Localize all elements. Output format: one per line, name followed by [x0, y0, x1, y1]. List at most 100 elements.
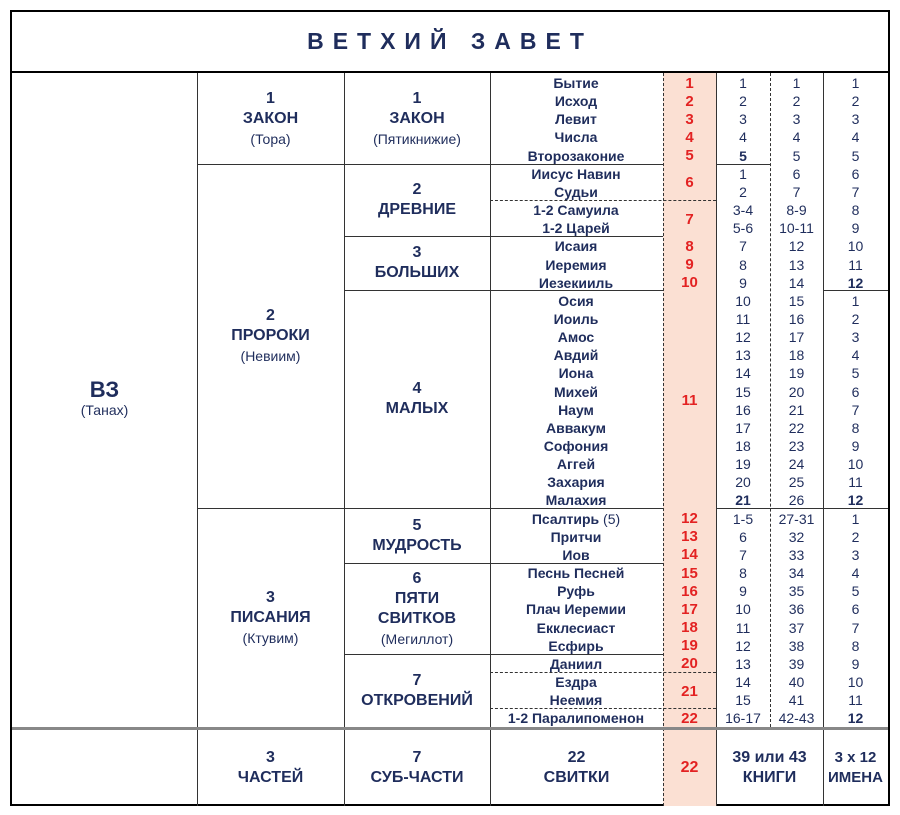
book-number-c3: 10 — [847, 673, 864, 690]
scroll-number: 4 — [685, 129, 694, 146]
book-number-c1: 9 — [739, 274, 747, 291]
scroll-number: 20 — [681, 655, 698, 673]
book-number-c3: 9 — [851, 220, 860, 237]
book-number-c3: 3 — [851, 111, 860, 128]
book-name: 1-2 Царей — [490, 219, 662, 237]
scroll-number: 3 — [685, 110, 694, 128]
column-divider — [490, 73, 491, 806]
book-number-c1: 8 — [739, 565, 747, 582]
book-name: Исход — [490, 92, 662, 110]
book-name-extra: (5) — [603, 510, 621, 527]
book-number-c1: 1-5 — [732, 510, 754, 527]
scroll-column-highlight — [663, 73, 716, 806]
subpart-cell: 4 МАЛЫХ — [344, 290, 490, 508]
book-number-c3: 5 — [851, 365, 860, 382]
scroll-number: 13 — [681, 528, 698, 546]
book-number-c2: 24 — [788, 456, 805, 473]
scroll-number: 12 — [681, 510, 698, 528]
footer-sub-num: 7 — [412, 749, 422, 766]
book-number-c3: 1 — [851, 75, 860, 91]
part-num: 2 — [266, 307, 275, 324]
subpart-num: 4 — [412, 380, 422, 397]
book-name: Михей — [490, 383, 662, 401]
book-name-text: Захария — [547, 474, 605, 491]
column-divider — [770, 73, 771, 727]
book-name: Исаия — [490, 237, 662, 255]
book-number-c2: 32 — [788, 528, 805, 545]
book-number-c1: 9 — [739, 583, 747, 600]
book-number-c2: 42-43 — [778, 710, 815, 727]
scroll-number: 2 — [685, 92, 694, 110]
footer-scrolls-num: 22 — [567, 749, 586, 766]
book-name: Захария — [490, 473, 662, 491]
book-name-text: 1-2 Самуила — [533, 202, 619, 219]
book-number-c3: 7 — [851, 183, 860, 200]
column-divider — [823, 73, 824, 806]
part-cell: 3 ПИСАНИЯ (Ктувим) — [197, 508, 344, 727]
book-number-c2: 38 — [788, 637, 805, 654]
book-name-text: Иеремия — [545, 256, 607, 273]
book-name: Бытие — [490, 74, 662, 92]
book-name: Екклесиаст — [490, 619, 662, 637]
book-number-c2: 6 — [792, 165, 801, 182]
book-number-c2: 1 — [792, 75, 801, 91]
book-name-text: Судьи — [554, 183, 598, 200]
footer-parts: 3 ЧАСТЕЙ — [197, 730, 344, 806]
book-name-text: Второзаконие — [527, 147, 625, 164]
footer-parts-num: 3 — [266, 749, 275, 766]
subpart-label: ОТКРОВЕНИЙ — [361, 691, 473, 709]
subpart-cell: 5 МУДРОСТЬ — [344, 508, 490, 563]
root-cell: ВЗ (Танах) — [12, 73, 197, 727]
book-name-text: Ездра — [555, 673, 597, 690]
book-number-c3: 1 — [851, 292, 860, 309]
book-number-c1: 14 — [735, 673, 751, 690]
footer-parts-label: ЧАСТЕЙ — [237, 769, 304, 786]
book-number-c2: 37 — [788, 619, 805, 636]
subpart-label: СВИТКОВ — [377, 609, 457, 627]
row-divider — [344, 654, 663, 655]
book-name-text: Исаия — [554, 238, 598, 255]
part-label: ПИСАНИЯ — [230, 608, 311, 626]
book-name: Иисус Навин — [490, 165, 662, 183]
footer-names-label: ИМЕНА — [828, 769, 883, 786]
book-name-text: 1-2 Царей — [542, 220, 610, 237]
book-name: Притчи — [490, 528, 662, 546]
row-divider — [716, 508, 888, 509]
subpart-cell: 3 БОЛЬШИХ — [344, 236, 490, 290]
footer-empty-cell — [12, 730, 197, 806]
book-name: Малахия — [490, 491, 662, 509]
book-number-c1: 5 — [739, 147, 747, 164]
book-number-c2: 21 — [788, 401, 805, 418]
book-number-c2: 12 — [788, 238, 805, 255]
book-number-c2: 41 — [788, 692, 805, 709]
book-name: Есфирь — [490, 637, 662, 655]
footer-names-num: 3 х 12 — [834, 749, 877, 766]
book-name: Числа — [490, 128, 662, 146]
book-name: Неемия — [490, 691, 662, 709]
row-divider — [344, 563, 663, 564]
book-number-c1: 10 — [735, 601, 751, 618]
book-name: Иеремия — [490, 256, 662, 274]
book-number-c3: 12 — [847, 274, 864, 291]
part-label: ПРОРОКИ — [231, 327, 310, 344]
book-name-text: Амос — [557, 329, 595, 346]
scroll-number: 17 — [681, 600, 698, 618]
part-cell: 1 ЗАКОН (Тора) — [197, 73, 344, 164]
book-name-text: Неемия — [549, 692, 603, 709]
book-number-c3: 4 — [851, 129, 860, 146]
book-number-c2: 27-31 — [778, 510, 815, 527]
scroll-number: 18 — [681, 619, 698, 637]
subpart-num: 3 — [412, 244, 422, 261]
book-number-c3: 4 — [851, 565, 860, 582]
book-number-c2: 20 — [788, 383, 805, 400]
book-name: 1-2 Самуила — [490, 201, 662, 219]
book-number-c2: 10-11 — [779, 220, 814, 237]
scroll-number: 5 — [685, 147, 694, 165]
book-number-c2: 14 — [788, 274, 805, 291]
book-number-c1: 3-4 — [732, 202, 754, 219]
table-frame — [10, 10, 890, 806]
book-number-c1: 18 — [735, 438, 751, 454]
book-number-c3: 2 — [851, 528, 860, 545]
book-number-c2: 19 — [788, 365, 805, 382]
book-number-c2: 34 — [788, 565, 805, 582]
